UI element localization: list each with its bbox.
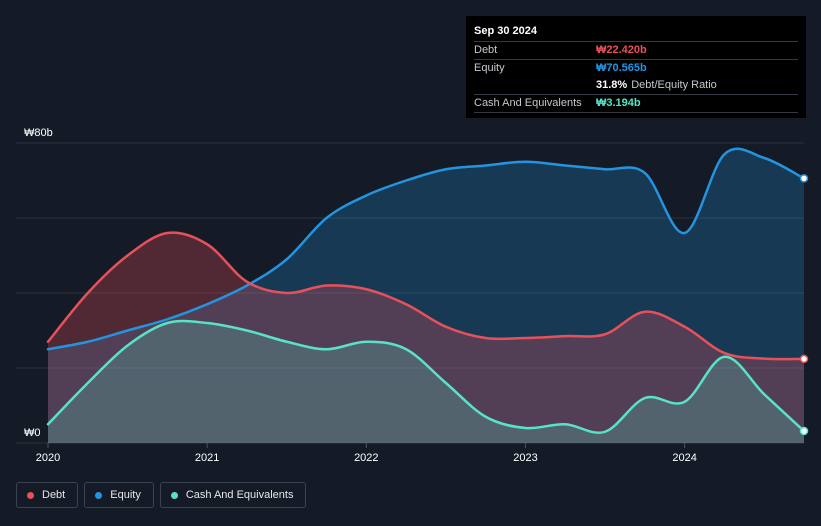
legend-item-equity[interactable]: Equity — [84, 482, 154, 508]
x-tick-label: 2024 — [672, 452, 696, 464]
tooltip-debt-label: Debt — [474, 44, 498, 56]
tooltip-cash-value: ₩3.194b — [596, 97, 641, 109]
debt-line — [46, 231, 806, 361]
tooltip-ratio-label: Debt/Equity Ratio — [631, 79, 717, 91]
legend-label-debt: Debt — [42, 489, 66, 501]
equity-area — [48, 148, 804, 444]
x-tick-label: 2020 — [36, 452, 60, 464]
series-lines — [46, 147, 806, 434]
tooltip-ratio-value: 31.8% — [596, 79, 628, 91]
legend-item-debt[interactable]: Debt — [16, 482, 79, 508]
legend-label-cash: Cash And Equivalents — [185, 489, 294, 501]
tooltip-cash-row: Cash And Equivalents ₩3.194b — [474, 94, 798, 112]
y-tick-label: ₩80b — [24, 127, 53, 139]
grid-lines — [16, 142, 804, 444]
cash-and-equivalents-line — [46, 319, 806, 434]
tooltip-equity-row: Equity ₩70.565b — [474, 59, 798, 77]
x-tick-label: 2023 — [513, 452, 537, 464]
x-tick-label: 2022 — [354, 452, 378, 464]
legend-item-cash[interactable]: Cash And Equivalents — [159, 482, 307, 508]
tooltip-equity-value: ₩70.565b — [596, 62, 647, 74]
equity-line — [46, 147, 806, 351]
tooltip-ratio-row: 31.8% Debt/Equity Ratio — [474, 77, 798, 94]
cash-and-equivalents-area — [48, 321, 804, 443]
tooltip-date: Sep 30 2024 — [474, 25, 537, 37]
tooltip-debt-row: Debt ₩22.420b — [474, 41, 798, 59]
series-end-markers — [799, 174, 809, 436]
x-tick-label: 2021 — [195, 452, 219, 464]
y-tick-label: ₩0 — [24, 427, 41, 439]
tooltip-panel: Sep 30 2024 Debt ₩22.420b Equity ₩70.565… — [466, 16, 806, 118]
debt-area — [48, 232, 804, 443]
legend-label-equity: Equity — [110, 489, 141, 501]
tooltip-cash-label: Cash And Equivalents — [474, 97, 582, 109]
series-areas — [48, 148, 804, 444]
debt-dot-icon — [27, 491, 34, 499]
equity-dot-icon — [95, 491, 103, 499]
equity-end-point — [799, 174, 809, 183]
debt-end-point — [799, 354, 809, 364]
cash-and-equivalents-end-point — [799, 426, 809, 436]
cash-dot-icon — [170, 491, 178, 499]
tooltip-debt-value: ₩22.420b — [596, 44, 647, 56]
x-axis-labels: 2020 2021 2022 2023 2024 — [36, 443, 697, 464]
chart-legend: Debt Equity Cash And Equivalents — [16, 482, 307, 508]
y-axis-labels: ₩0 ₩80b — [24, 127, 53, 439]
tooltip-equity-label: Equity — [474, 62, 505, 74]
